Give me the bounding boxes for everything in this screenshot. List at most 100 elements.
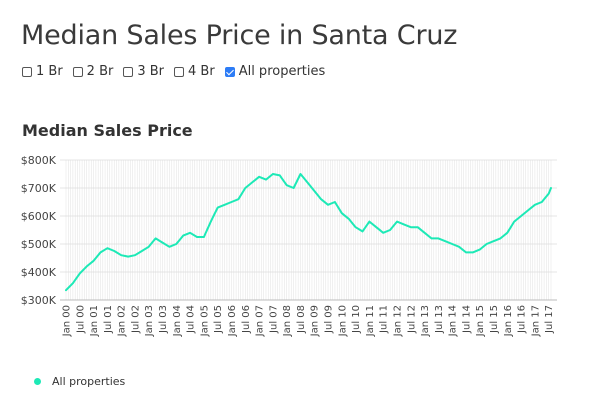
data-point	[534, 204, 536, 206]
data-point	[382, 232, 385, 234]
checkbox-all-properties[interactable]	[224, 66, 235, 77]
data-point	[506, 232, 509, 234]
filter-4br[interactable]: 4 Br	[174, 64, 215, 79]
x-tick-label: Jan 02	[117, 305, 128, 337]
data-point	[85, 265, 88, 268]
data-point	[230, 201, 233, 203]
data-point	[361, 230, 364, 233]
x-tick-label: Jan 13	[420, 305, 431, 337]
data-point	[106, 247, 109, 249]
data-point	[65, 289, 67, 291]
data-point	[168, 246, 171, 248]
data-point	[347, 218, 350, 220]
y-tick-label: $600K	[21, 210, 57, 223]
checkbox-3br[interactable]	[123, 66, 134, 77]
x-tick-label: Jul 00	[75, 305, 86, 334]
data-point	[292, 187, 295, 189]
data-point	[520, 215, 522, 217]
x-tick-label: Jan 15	[475, 305, 486, 337]
data-point	[161, 241, 164, 244]
data-point	[465, 251, 467, 254]
data-point	[550, 187, 552, 189]
data-point	[492, 240, 495, 242]
x-tick-label: Jul 09	[324, 305, 335, 334]
x-tick-label: Jan 16	[503, 305, 514, 337]
data-point	[196, 236, 198, 238]
data-point	[478, 248, 481, 251]
data-point	[189, 232, 191, 234]
data-point	[541, 201, 543, 203]
x-tick-label: Jul 12	[406, 305, 417, 334]
x-tick-label: Jan 17	[530, 305, 541, 337]
data-point	[127, 255, 129, 258]
data-point	[306, 181, 309, 184]
x-tick-label: Jan 10	[337, 305, 348, 337]
data-point	[272, 173, 274, 175]
checkbox-4br[interactable]	[174, 66, 185, 77]
checkbox-2br[interactable]	[72, 66, 83, 77]
data-point	[147, 246, 150, 248]
data-point	[368, 220, 371, 223]
data-point	[223, 204, 226, 206]
data-point	[437, 237, 440, 240]
data-point	[278, 174, 281, 177]
x-tick-label: Jul 16	[517, 305, 528, 334]
x-tick-label: Jul 11	[379, 305, 390, 334]
data-point	[444, 240, 447, 242]
chart-title: Median Sales Price	[22, 121, 193, 140]
data-point	[265, 178, 267, 181]
data-point	[313, 190, 316, 192]
x-tick-label: Jul 14	[461, 305, 472, 334]
x-tick-label: Jan 05	[199, 305, 210, 337]
data-point	[472, 251, 474, 254]
x-tick-label: Jan 06	[227, 305, 238, 337]
data-point	[320, 198, 322, 200]
data-point	[334, 201, 336, 203]
data-point	[182, 234, 185, 237]
x-tick-label: Jan 04	[172, 305, 183, 337]
data-point	[120, 254, 122, 256]
filter-3br-label: 3 Br	[137, 64, 165, 79]
filter-3br[interactable]: 3 Br	[123, 64, 164, 79]
data-point	[299, 173, 302, 175]
filter-2br[interactable]: 2 Br	[72, 64, 114, 79]
legend-dot-icon	[34, 378, 41, 385]
data-point	[92, 260, 95, 262]
x-tick-label: Jan 12	[392, 305, 403, 337]
data-point	[134, 254, 136, 256]
x-tick-label: Jul 06	[241, 305, 252, 334]
filter-2br-label: 2 Br	[86, 64, 114, 79]
data-point	[154, 237, 157, 240]
x-tick-label: Jan 11	[365, 305, 376, 337]
data-point	[458, 246, 460, 248]
filter-1br[interactable]: 1 Br	[22, 64, 63, 79]
data-point	[203, 236, 205, 238]
x-tick-label: Jul 13	[434, 305, 445, 334]
data-point	[251, 181, 253, 184]
data-point	[547, 192, 550, 195]
data-point	[354, 226, 357, 228]
series-line	[65, 173, 552, 292]
x-tick-label: Jan 09	[310, 305, 321, 337]
data-point	[237, 198, 240, 200]
filter-1br-label: 1 Br	[36, 64, 63, 79]
y-tick-label: $500K	[21, 238, 57, 251]
data-point	[416, 226, 419, 228]
data-point	[244, 187, 247, 189]
data-point	[78, 272, 81, 275]
checkbox-1br[interactable]	[22, 66, 32, 77]
x-tick-label: Jul 07	[268, 305, 279, 334]
x-tick-label: Jul 10	[351, 305, 362, 334]
data-point	[341, 212, 343, 214]
filter-all-properties[interactable]: All properties	[224, 64, 326, 79]
data-point	[113, 250, 116, 252]
y-tick-label: $400K	[21, 266, 57, 279]
filter-all-properties-label: All properties	[238, 64, 326, 79]
x-tick-label: Jul 08	[296, 305, 307, 334]
y-tick-label: $700K	[21, 182, 57, 195]
y-tick-label: $800K	[21, 154, 57, 167]
data-point	[409, 226, 412, 228]
data-point	[258, 176, 260, 178]
data-point	[451, 243, 453, 245]
